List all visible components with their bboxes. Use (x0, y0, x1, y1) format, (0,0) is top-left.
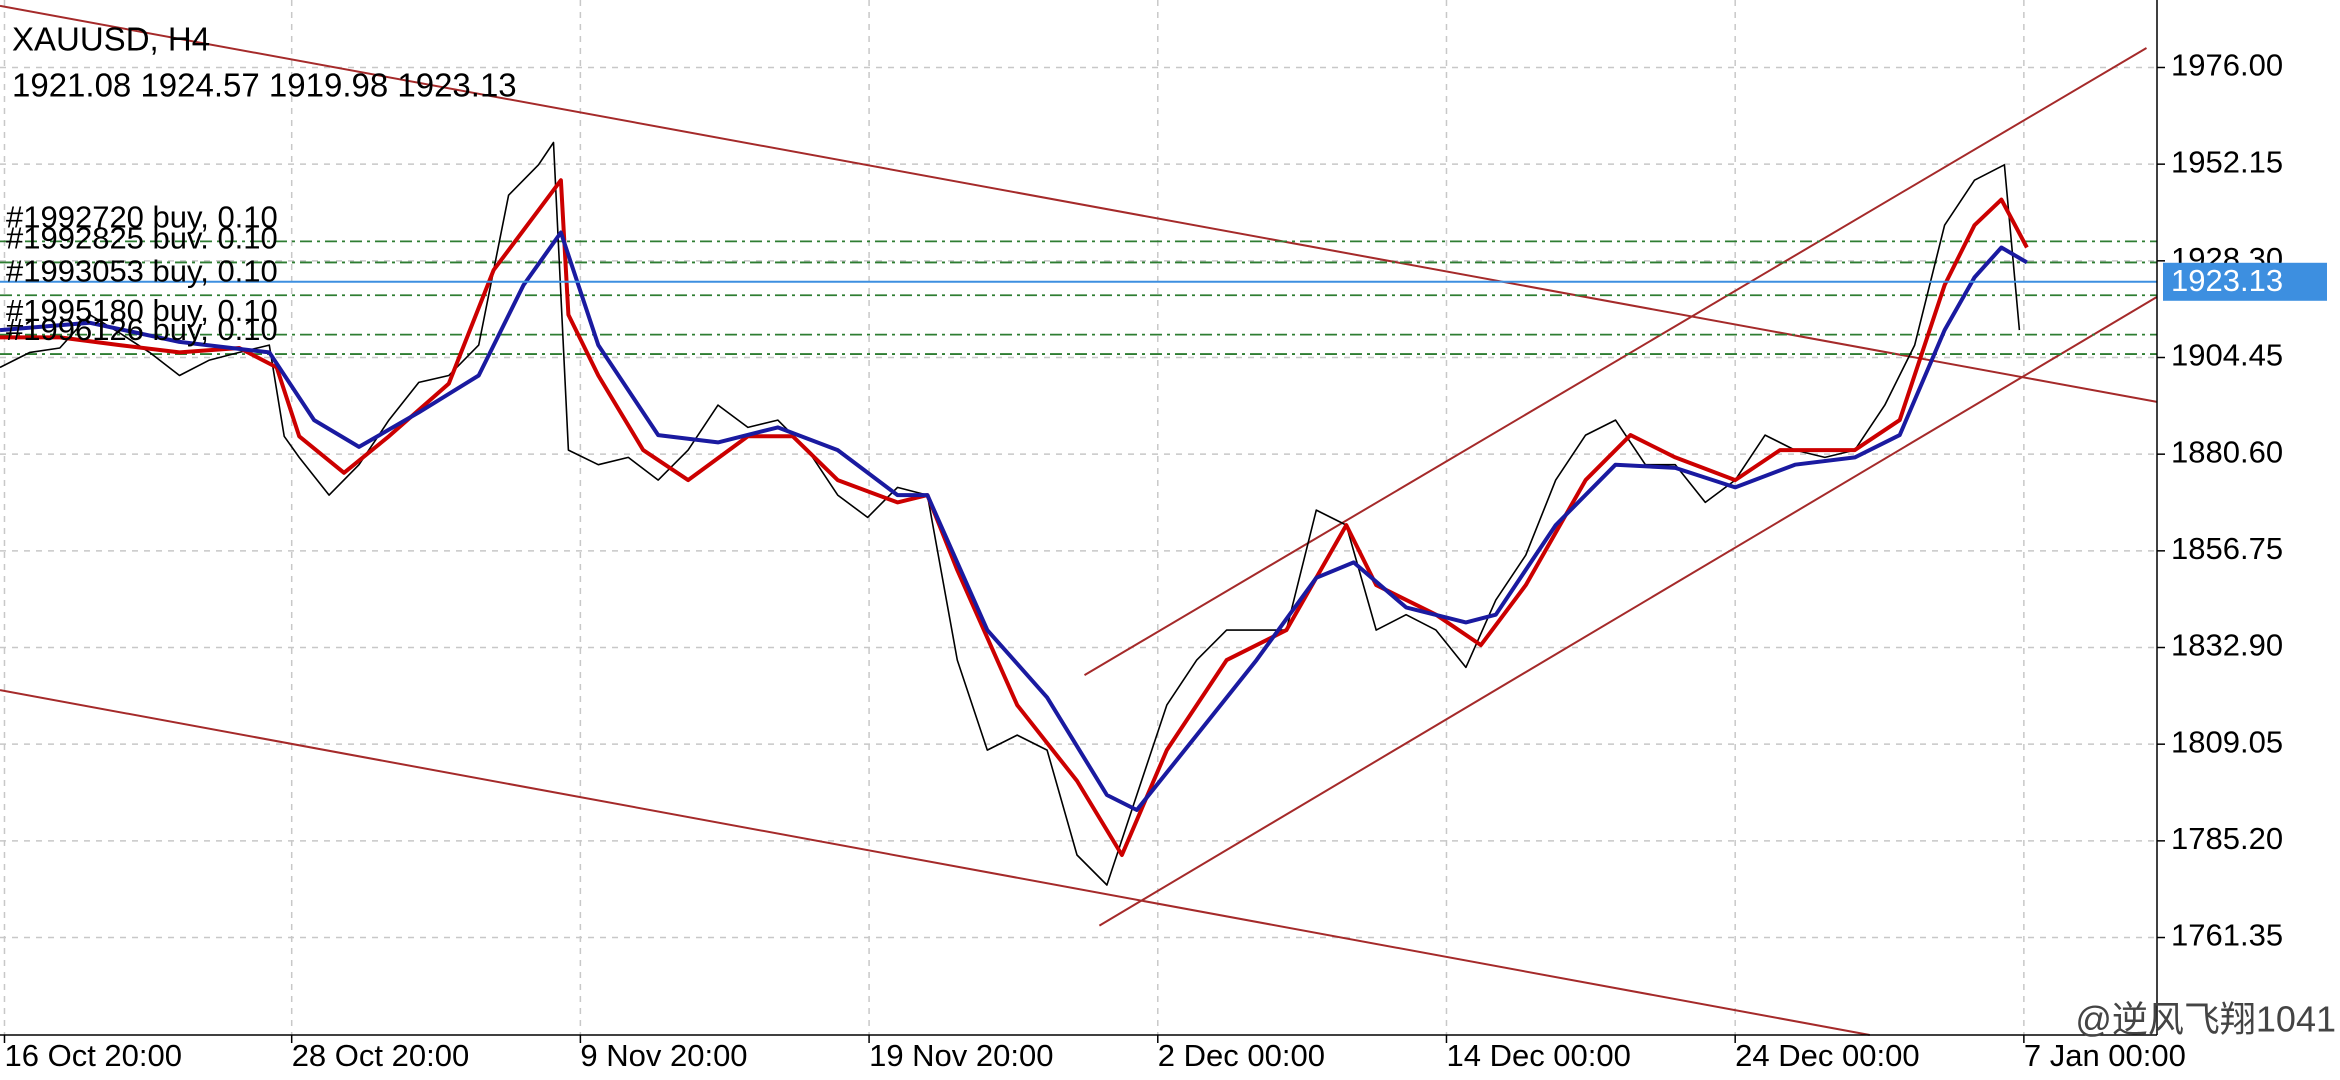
ohlc-text: 1921.08 1924.57 1919.98 1923.13 (12, 67, 517, 104)
grid (0, 0, 2165, 1043)
price-tag (2163, 262, 2327, 301)
price-line (0, 141, 2021, 886)
y-tick-label: 1785.20 (2171, 821, 2283, 856)
watermark: @逆风飞翔1041 (2075, 999, 2336, 1040)
y-tick-label: 1904.45 (2171, 338, 2283, 373)
x-tick-label: 9 Nov 20:00 (580, 1038, 747, 1073)
y-tick-label: 1856.75 (2171, 531, 2283, 566)
y-tick-label: 1809.05 (2171, 724, 2283, 759)
price-tag-label: 1923.13 (2171, 263, 2283, 298)
x-tick-label: 2 Dec 00:00 (1158, 1038, 1325, 1073)
order-label: #1995180 buy, 0.10 (6, 293, 278, 328)
x-tick-label: 19 Nov 20:00 (869, 1038, 1053, 1073)
order-label: #1992825 buv. 0.10 (6, 221, 278, 256)
y-tick-label: 1761.35 (2171, 918, 2283, 953)
trend-line (0, 4, 2158, 403)
trend-line (1098, 296, 2158, 927)
y-tick-label: 1832.90 (2171, 628, 2283, 663)
y-tick-label: 1952.15 (2171, 144, 2283, 179)
trend-line (1083, 47, 2148, 676)
trend-line (0, 689, 1870, 1036)
x-tick-label: 28 Oct 20:00 (292, 1038, 470, 1073)
order-label: #1992720 buy, 0.10 (6, 200, 278, 235)
moving-average (0, 230, 2028, 812)
chart-title: XAUUSD, H4 (12, 21, 210, 58)
x-tick-label: 7 Jan 00:00 (2024, 1038, 2186, 1073)
x-tick-label: 24 Dec 00:00 (1735, 1038, 1919, 1073)
labels: 1976.001952.151928.301904.451880.601856.… (4, 48, 2327, 1073)
x-tick-label: 14 Dec 00:00 (1446, 1038, 1630, 1073)
marks (0, 4, 2158, 1036)
moving-average (0, 178, 2029, 857)
y-tick-label: 1880.60 (2171, 434, 2283, 469)
x-tick-label: 16 Oct 20:00 (4, 1038, 182, 1073)
order-label: #1996126 buy, 0.10 (6, 312, 278, 347)
order-label: #1993053 buy, 0.10 (6, 253, 278, 288)
y-tick-label: 1976.00 (2171, 48, 2283, 83)
